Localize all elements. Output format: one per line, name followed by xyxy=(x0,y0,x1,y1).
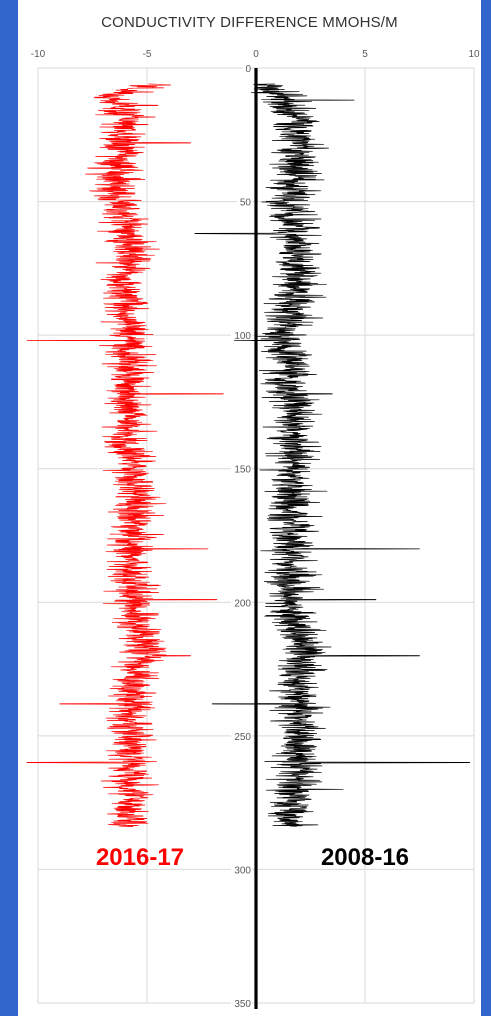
x-tick-label: -10 xyxy=(31,49,46,60)
x-tick-label: 0 xyxy=(253,49,259,60)
y-tick-label-bg xyxy=(231,996,252,1008)
y-tick-label-bg xyxy=(231,862,252,875)
series-annotation: 2016-17 xyxy=(96,844,184,871)
series-annotation: 2008-16 xyxy=(321,844,409,871)
y-tick-label-bg xyxy=(243,61,252,73)
chart-title: CONDUCTIVITY DIFFERENCE MMOHS/M xyxy=(101,14,398,31)
chart-panel: CONDUCTIVITY DIFFERENCE MMOHS/M -10 -5 0 5 1… xyxy=(18,0,481,1016)
y-tick-label: 300 xyxy=(234,865,251,876)
y-tick-label: 150 xyxy=(234,465,251,476)
y-tick-label-bg xyxy=(231,595,252,608)
right-frame-bar xyxy=(481,0,491,1016)
y-tick-label: 350 xyxy=(234,999,251,1010)
series-line-2016-17 xyxy=(26,83,224,827)
left-frame-bar xyxy=(0,0,18,1016)
y-tick-label-bg xyxy=(231,728,252,741)
x-tick-label: 5 xyxy=(362,49,368,60)
series-line-2008-16 xyxy=(194,83,470,827)
y-tick-label: 0 xyxy=(245,64,251,75)
y-tick-label-bg xyxy=(231,328,252,341)
y-tick-label: 200 xyxy=(234,598,251,609)
y-tick-label: 50 xyxy=(240,198,252,209)
x-tick-label: -5 xyxy=(143,49,152,60)
y-tick-label: 250 xyxy=(234,732,251,743)
x-tick-label: 10 xyxy=(468,49,480,60)
y-tick-label-bg xyxy=(237,194,252,207)
y-tick-label-bg xyxy=(231,461,252,474)
y-tick-label: 100 xyxy=(234,331,251,342)
